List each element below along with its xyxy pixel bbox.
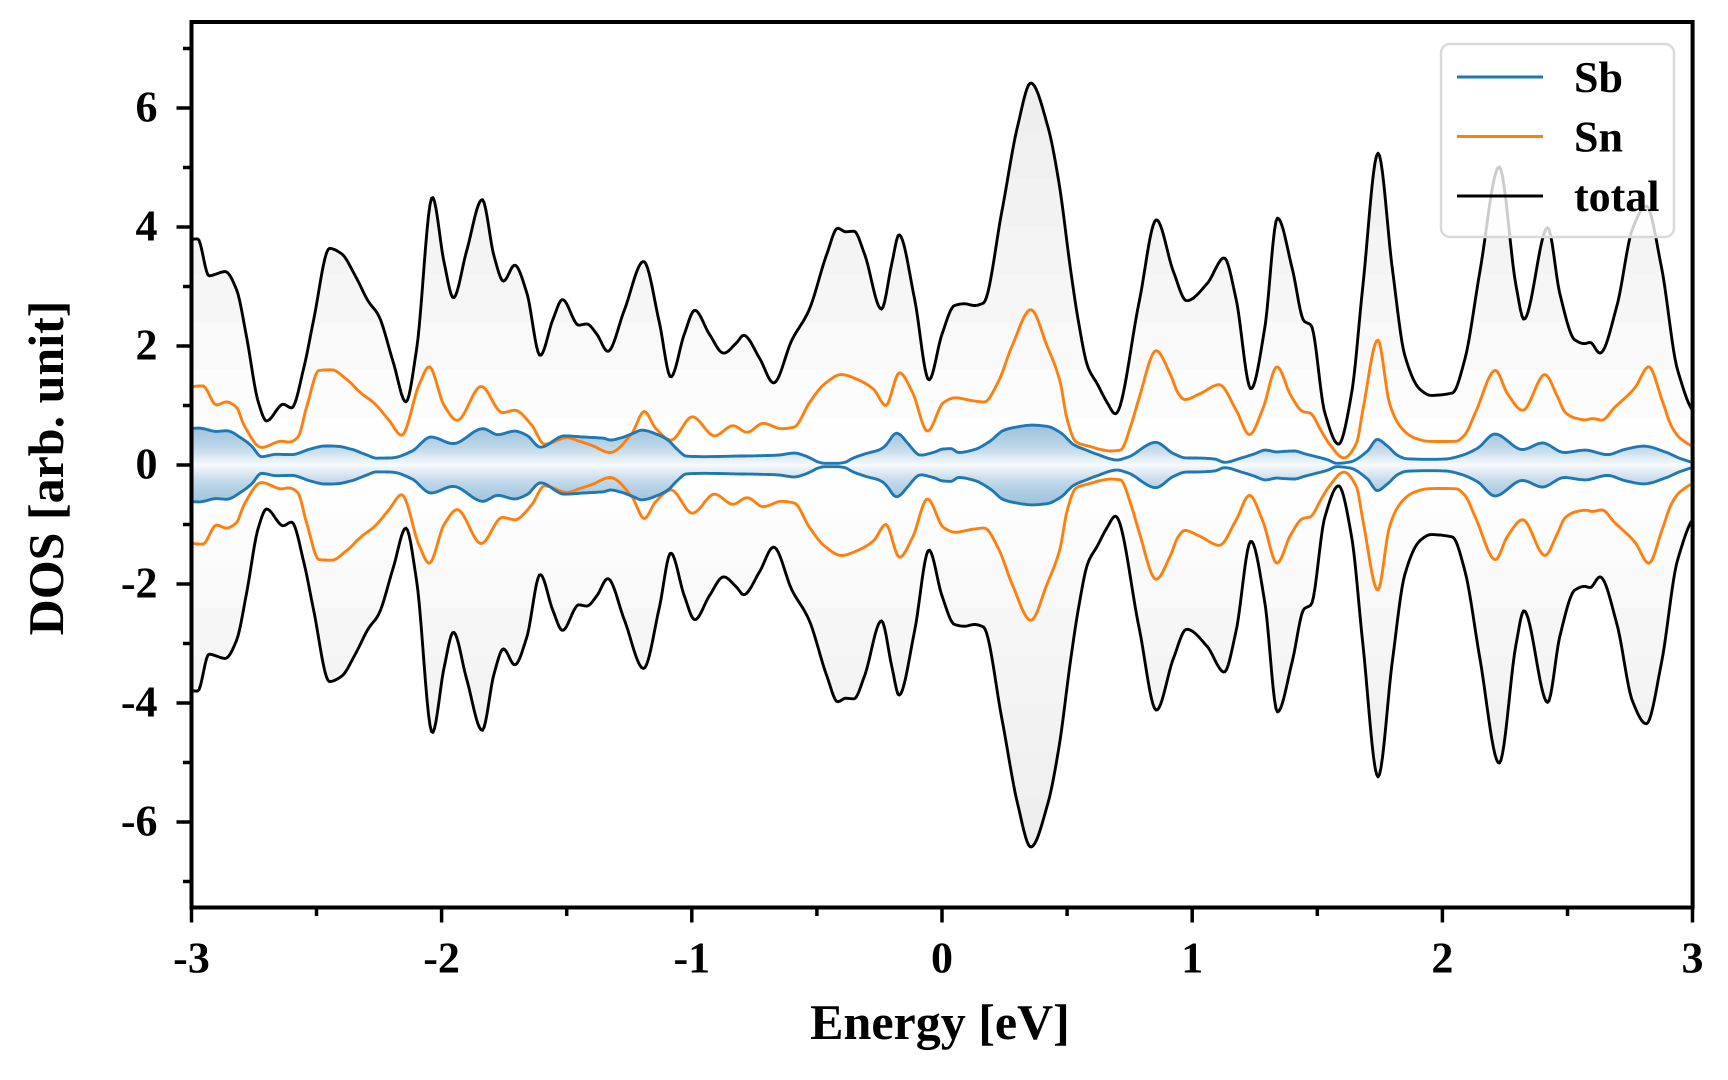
svg-text:3: 3 [1682, 934, 1704, 983]
svg-text:-2: -2 [423, 934, 460, 983]
svg-text:-3: -3 [173, 934, 210, 983]
svg-text:total: total [1574, 172, 1660, 221]
svg-text:0: 0 [931, 934, 953, 983]
svg-text:-6: -6 [121, 797, 158, 846]
svg-text:-4: -4 [121, 678, 158, 727]
svg-text:6: 6 [136, 83, 158, 132]
svg-text:0: 0 [136, 440, 158, 489]
svg-text:2: 2 [1431, 934, 1453, 983]
svg-text:DOS [arb. unit]: DOS [arb. unit] [18, 301, 74, 636]
svg-text:Sb: Sb [1574, 53, 1623, 102]
svg-text:4: 4 [136, 202, 158, 251]
svg-text:Energy [eV]: Energy [eV] [810, 994, 1070, 1051]
svg-text:1: 1 [1181, 934, 1203, 983]
svg-text:-1: -1 [673, 934, 710, 983]
svg-text:-2: -2 [121, 559, 158, 608]
svg-text:Sn: Sn [1574, 113, 1623, 162]
svg-text:2: 2 [136, 321, 158, 370]
